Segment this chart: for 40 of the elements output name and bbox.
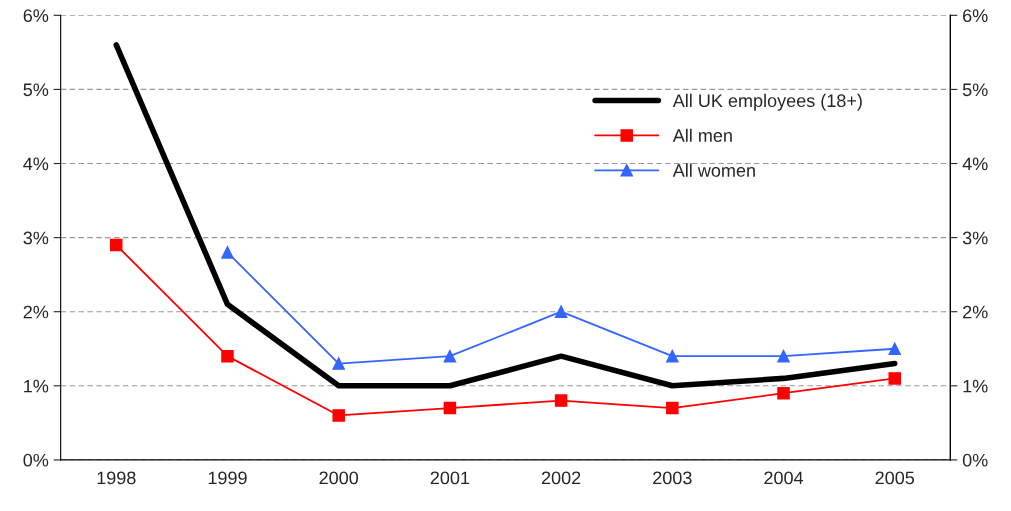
y2-tick-label: 2% xyxy=(963,305,988,319)
x-tick-label: 2000 xyxy=(319,471,359,485)
point xyxy=(110,238,123,252)
point xyxy=(443,349,457,363)
y2-tick-label: 5% xyxy=(962,83,988,97)
y-tick-label: 5% xyxy=(23,83,49,97)
legend-label: All men xyxy=(672,128,732,142)
y-tick-label: 3% xyxy=(23,231,49,245)
y-tick-label: 2% xyxy=(23,305,49,319)
point xyxy=(888,342,901,356)
point xyxy=(221,349,234,363)
point xyxy=(666,349,679,363)
x-tick-label: 2002 xyxy=(541,471,581,485)
point xyxy=(443,401,457,415)
point xyxy=(777,386,790,400)
point xyxy=(221,246,234,259)
y2-tick-label: 1% xyxy=(963,379,988,393)
y2-tick-label: 3% xyxy=(962,231,988,245)
y-tick-label: 0% xyxy=(23,453,49,467)
y-tick-label: 1% xyxy=(24,379,49,393)
x-tick-label: 2003 xyxy=(653,471,692,485)
x-tick-label: 2004 xyxy=(764,471,804,485)
point xyxy=(554,394,568,407)
y2-tick-label: 0% xyxy=(962,453,988,467)
point xyxy=(888,372,901,385)
x-tick-label: 1998 xyxy=(97,471,136,485)
point xyxy=(332,409,345,422)
x-tick-label: 2001 xyxy=(430,471,470,485)
point xyxy=(554,305,568,318)
point xyxy=(332,357,345,370)
x-tick-label: 1999 xyxy=(208,471,247,485)
y2-tick-label: 6% xyxy=(963,9,988,23)
legend-label: All women xyxy=(672,163,755,177)
y2-tick-label: 4% xyxy=(962,157,988,171)
point xyxy=(777,349,790,363)
legend-label: All UK employees (18+) xyxy=(672,93,862,111)
x-tick-label: 2005 xyxy=(875,471,915,485)
y-tick-label: 4% xyxy=(23,157,49,171)
y-tick-label: 6% xyxy=(23,9,49,23)
point xyxy=(666,401,679,415)
